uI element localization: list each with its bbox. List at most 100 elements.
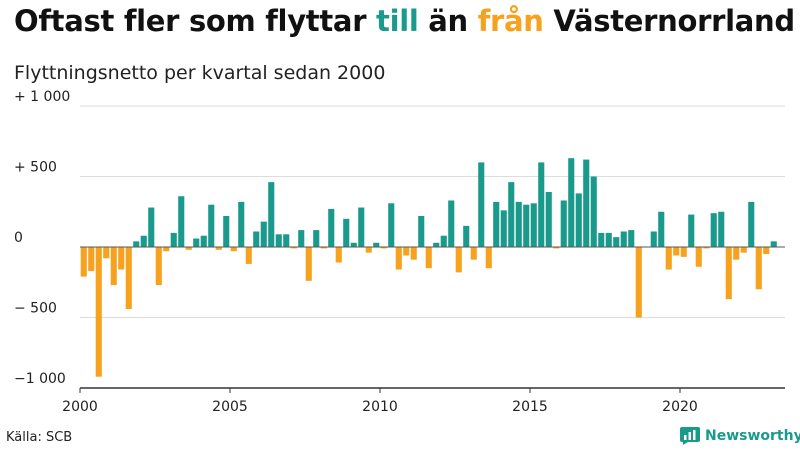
bar (740, 247, 747, 253)
bar (380, 247, 387, 249)
title-part-1: Oftast fler som flyttar (14, 4, 376, 38)
bar (568, 158, 575, 247)
x-tick-label: 2010 (362, 399, 398, 415)
bar (148, 207, 155, 247)
bar (223, 215, 230, 247)
bar (673, 247, 680, 256)
title-part-2: än (418, 4, 478, 38)
bars (80, 158, 777, 377)
x-tick-label: 2015 (512, 399, 548, 415)
y-axis-labels: + 1 000 + 500 0 − 500 −1 000 (14, 89, 70, 387)
brand-name: Newsworthy (705, 428, 800, 444)
bar (418, 215, 425, 247)
bar (628, 230, 635, 247)
bar (110, 247, 117, 286)
bar (103, 247, 110, 259)
bar (635, 247, 642, 318)
brand[interactable]: Newsworthy (680, 427, 800, 445)
bar (448, 200, 455, 247)
title-part-3: Västernorrland (543, 4, 795, 38)
bar (733, 247, 740, 260)
bar (553, 247, 560, 249)
source-label: Källa: SCB (6, 430, 73, 445)
bar (508, 182, 515, 247)
bar (590, 176, 597, 247)
bar (193, 238, 200, 247)
bar (320, 247, 327, 249)
chart-subtitle: Flyttningsnetto per kvartal sedan 2000 (14, 62, 386, 84)
bar (388, 203, 395, 247)
bar (650, 231, 657, 247)
bar (185, 247, 192, 250)
bar (170, 232, 177, 247)
bar (665, 247, 672, 270)
bar (500, 210, 507, 247)
bar (140, 235, 147, 247)
bar (163, 247, 170, 252)
bar (80, 247, 87, 277)
bar (425, 247, 432, 269)
bar (313, 230, 320, 247)
x-axis-labels: 2000 2005 2010 2015 2020 (62, 388, 698, 415)
bar (208, 204, 215, 247)
bar (343, 218, 350, 247)
x-tick-label: 2020 (662, 399, 698, 415)
bar (283, 234, 290, 247)
newsworthy-logo-icon (680, 427, 700, 445)
title-word-fran: från (477, 4, 544, 38)
x-tick-label: 2000 (62, 399, 98, 415)
bar (688, 214, 695, 247)
bar (245, 247, 252, 264)
y-tick-label: + 1 000 (14, 89, 70, 105)
bar (478, 162, 485, 247)
bar (305, 247, 312, 281)
bar (658, 211, 665, 247)
bar (350, 242, 357, 247)
bar (620, 231, 627, 247)
bar (538, 162, 545, 247)
bar (725, 247, 732, 300)
bar (410, 247, 417, 260)
bar (455, 247, 462, 273)
bar (763, 247, 770, 255)
bar (605, 232, 612, 247)
bar (290, 247, 297, 249)
bar (710, 213, 717, 247)
bar (545, 192, 552, 247)
bar (133, 241, 140, 247)
bar (215, 247, 222, 250)
bar (433, 242, 440, 247)
bar (335, 247, 342, 263)
y-tick-label: + 500 (14, 160, 57, 176)
bar (530, 203, 537, 247)
bar (463, 225, 470, 247)
bar (95, 247, 102, 377)
bar (275, 234, 282, 247)
bar (440, 235, 447, 247)
bar (470, 247, 477, 260)
bar (155, 247, 162, 286)
bar (118, 247, 125, 270)
y-tick-label: 0 (14, 230, 23, 246)
bar (718, 211, 725, 247)
bar (88, 247, 95, 271)
bar (575, 193, 582, 247)
bar (358, 207, 365, 247)
bar (373, 242, 380, 247)
y-tick-label: − 500 (14, 301, 57, 317)
bar (515, 201, 522, 247)
bar (583, 159, 590, 247)
bar (695, 247, 702, 267)
bar (125, 247, 132, 310)
bar (395, 247, 402, 270)
bar (365, 247, 372, 253)
bar (598, 232, 605, 247)
bar (268, 182, 275, 247)
bar (748, 201, 755, 247)
bar (260, 221, 267, 247)
bar (178, 196, 185, 247)
bar (238, 201, 245, 247)
bar (613, 237, 620, 247)
bar (485, 247, 492, 269)
bar (403, 247, 410, 256)
